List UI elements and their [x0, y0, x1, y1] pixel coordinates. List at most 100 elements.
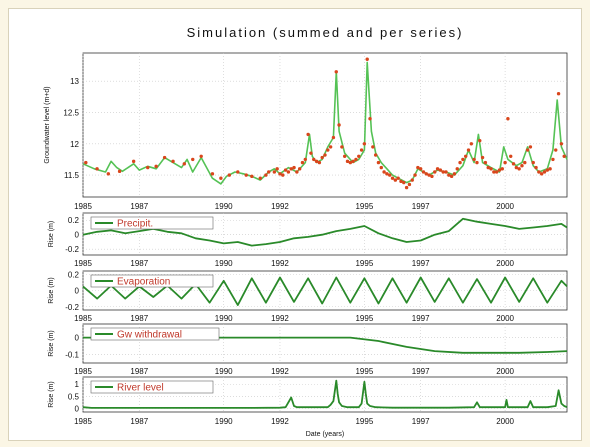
x-tick-label: 1990	[215, 202, 233, 211]
x-tick-label: 1997	[412, 259, 430, 268]
x-tick-label: 1997	[412, 367, 430, 376]
x-tick-label: 1997	[412, 314, 430, 323]
data-point	[210, 172, 215, 176]
data-point	[272, 170, 277, 174]
data-point	[292, 165, 296, 170]
data-point	[444, 170, 448, 174]
x-tick-label: 1990	[215, 259, 233, 268]
data-point	[131, 159, 136, 164]
x-tick-label: 2000	[496, 202, 514, 211]
data-point	[337, 123, 341, 127]
data-point	[348, 160, 353, 165]
data-point	[264, 173, 268, 177]
data-point	[537, 170, 541, 174]
data-point	[275, 167, 279, 171]
data-point	[351, 159, 355, 164]
data-point	[435, 167, 440, 171]
data-point	[486, 165, 490, 170]
data-point	[385, 172, 389, 176]
data-point	[478, 138, 482, 143]
data-point	[328, 145, 333, 149]
data-point	[413, 173, 417, 177]
data-point	[458, 160, 462, 165]
x-tick-label: 1997	[412, 417, 430, 426]
legend-label: Precipit.	[117, 219, 153, 230]
data-point	[295, 170, 299, 174]
data-point	[511, 162, 516, 166]
data-point	[407, 182, 412, 187]
data-point	[191, 157, 195, 162]
data-point	[393, 178, 398, 182]
data-point	[404, 185, 409, 190]
data-point	[410, 178, 414, 182]
y-tick-label: 12	[70, 140, 79, 149]
series-line-4	[82, 379, 568, 409]
data-point	[281, 173, 285, 177]
x-tick-label: 1987	[130, 367, 148, 376]
data-point	[340, 145, 344, 149]
data-point	[331, 135, 336, 140]
data-point	[154, 164, 158, 169]
y-axis-title: Rise (m)	[48, 381, 55, 407]
data-point	[283, 168, 288, 172]
x-tick-label: 1995	[355, 417, 373, 426]
data-point	[542, 170, 547, 174]
data-point	[117, 169, 122, 174]
data-point	[258, 176, 262, 180]
x-tick-label: 1992	[271, 202, 289, 211]
data-point	[390, 176, 395, 180]
y-tick-label: 0.2	[68, 270, 80, 279]
data-point	[525, 148, 530, 152]
legend-label: River level	[117, 383, 164, 394]
data-point	[312, 157, 316, 162]
data-point	[373, 153, 378, 157]
data-point	[326, 148, 330, 152]
legend-label: Gw withdrawal	[117, 330, 182, 341]
data-point	[334, 70, 338, 74]
data-point	[480, 155, 485, 160]
x-tick-label: 2000	[496, 314, 514, 323]
data-point	[171, 159, 175, 164]
data-point	[539, 172, 544, 176]
x-tick-label: 1987	[130, 314, 148, 323]
data-point	[388, 173, 392, 177]
y-tick-label: -0.1	[65, 351, 79, 360]
data-point	[503, 160, 507, 165]
data-point	[365, 57, 369, 61]
x-tick-label: 2000	[496, 367, 514, 376]
data-point	[469, 142, 474, 146]
data-point	[441, 170, 445, 174]
data-point	[371, 145, 375, 149]
x-tick-label: 1990	[215, 367, 233, 376]
data-point	[219, 176, 223, 180]
data-point	[528, 145, 533, 149]
data-point	[559, 142, 564, 146]
data-point	[227, 173, 232, 177]
data-point	[286, 170, 291, 174]
data-point	[106, 172, 111, 176]
data-point	[492, 170, 496, 174]
data-point	[303, 157, 308, 162]
data-point	[517, 167, 521, 171]
data-point	[95, 167, 99, 171]
data-point	[551, 157, 555, 162]
x-tick-label: 1985	[74, 259, 92, 268]
data-point	[554, 148, 558, 152]
x-tick-label: 1995	[355, 314, 373, 323]
data-point	[421, 170, 426, 174]
data-point	[433, 170, 437, 174]
series-line-2	[82, 276, 568, 306]
y-axis-title: Rise (m)	[48, 330, 55, 356]
data-point	[449, 174, 454, 179]
data-point	[84, 160, 88, 165]
data-point	[466, 148, 471, 152]
legend-box	[90, 327, 220, 341]
data-point	[376, 160, 381, 165]
data-point	[267, 170, 271, 174]
y-axis-title: Rise (m)	[48, 221, 55, 247]
series-line-1	[82, 217, 568, 247]
data-point	[463, 154, 468, 159]
x-tick-label: 1985	[74, 367, 92, 376]
data-point	[182, 162, 187, 166]
data-point	[399, 179, 403, 184]
